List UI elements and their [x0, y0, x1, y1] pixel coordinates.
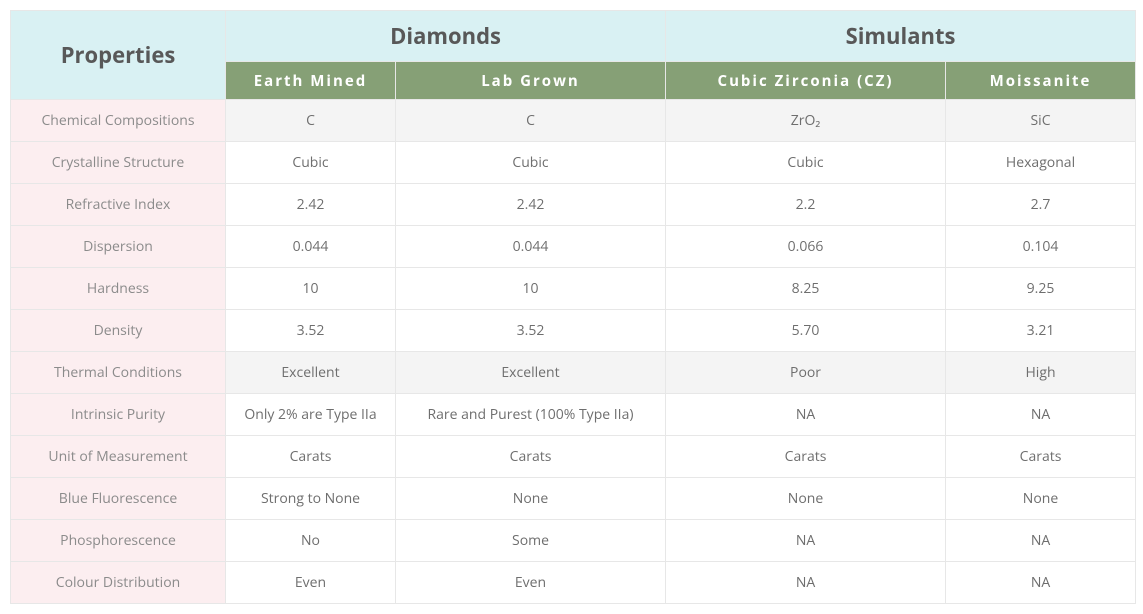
- value-cell: 0.104: [946, 226, 1136, 268]
- value-cell: NA: [666, 520, 946, 562]
- value-cell: Only 2% are Type IIa: [226, 394, 396, 436]
- value-cell: 3.52: [396, 310, 666, 352]
- table-row: Density3.523.525.703.21: [11, 310, 1136, 352]
- table-row: Colour DistributionEvenEvenNANA: [11, 562, 1136, 604]
- value-cell: Excellent: [226, 352, 396, 394]
- value-cell: None: [666, 478, 946, 520]
- table-body: Chemical CompositionsCCZrO₂SiCCrystallin…: [11, 100, 1136, 604]
- value-cell: None: [946, 478, 1136, 520]
- value-cell: 9.25: [946, 268, 1136, 310]
- value-cell: 8.25: [666, 268, 946, 310]
- value-cell: 2.2: [666, 184, 946, 226]
- property-cell: Crystalline Structure: [11, 142, 226, 184]
- value-cell: 3.21: [946, 310, 1136, 352]
- value-cell: Carats: [946, 436, 1136, 478]
- property-cell: Chemical Compositions: [11, 100, 226, 142]
- value-cell: NA: [666, 394, 946, 436]
- value-cell: C: [226, 100, 396, 142]
- value-cell: High: [946, 352, 1136, 394]
- group-header-diamonds: Diamonds: [226, 11, 666, 62]
- table-row: Intrinsic PurityOnly 2% are Type IIaRare…: [11, 394, 1136, 436]
- property-cell: Intrinsic Purity: [11, 394, 226, 436]
- value-cell: Rare and Purest (100% Type IIa): [396, 394, 666, 436]
- value-cell: NA: [666, 562, 946, 604]
- value-cell: C: [396, 100, 666, 142]
- value-cell: Poor: [666, 352, 946, 394]
- value-cell: Carats: [666, 436, 946, 478]
- table-row: Chemical CompositionsCCZrO₂SiC: [11, 100, 1136, 142]
- value-cell: 10: [396, 268, 666, 310]
- value-cell: 2.7: [946, 184, 1136, 226]
- value-cell: Carats: [226, 436, 396, 478]
- value-cell: Hexagonal: [946, 142, 1136, 184]
- value-cell: NA: [946, 520, 1136, 562]
- table-row: Hardness10108.259.25: [11, 268, 1136, 310]
- value-cell: Cubic: [226, 142, 396, 184]
- value-cell: SiC: [946, 100, 1136, 142]
- value-cell: Even: [226, 562, 396, 604]
- value-cell: 0.066: [666, 226, 946, 268]
- value-cell: 0.044: [226, 226, 396, 268]
- sub-header-earth-mined: Earth Mined: [226, 62, 396, 100]
- value-cell: Some: [396, 520, 666, 562]
- property-cell: Phosphorescence: [11, 520, 226, 562]
- property-cell: Density: [11, 310, 226, 352]
- property-cell: Thermal Conditions: [11, 352, 226, 394]
- comparison-table: Properties Diamonds Simulants Earth Mine…: [10, 10, 1136, 604]
- table-row: Blue FluorescenceStrong to NoneNoneNoneN…: [11, 478, 1136, 520]
- property-cell: Blue Fluorescence: [11, 478, 226, 520]
- value-cell: 3.52: [226, 310, 396, 352]
- value-cell: ZrO₂: [666, 100, 946, 142]
- value-cell: 0.044: [396, 226, 666, 268]
- value-cell: No: [226, 520, 396, 562]
- value-cell: Excellent: [396, 352, 666, 394]
- value-cell: 5.70: [666, 310, 946, 352]
- table-row: Unit of MeasurementCaratsCaratsCaratsCar…: [11, 436, 1136, 478]
- property-cell: Colour Distribution: [11, 562, 226, 604]
- value-cell: Cubic: [396, 142, 666, 184]
- table-corner-header: Properties: [11, 11, 226, 100]
- sub-header-moissanite: Moissanite: [946, 62, 1136, 100]
- table-row: Refractive Index2.422.422.22.7: [11, 184, 1136, 226]
- value-cell: 10: [226, 268, 396, 310]
- value-cell: Strong to None: [226, 478, 396, 520]
- table-row: Dispersion0.0440.0440.0660.104: [11, 226, 1136, 268]
- property-cell: Unit of Measurement: [11, 436, 226, 478]
- sub-header-lab-grown: Lab Grown: [396, 62, 666, 100]
- value-cell: NA: [946, 562, 1136, 604]
- value-cell: NA: [946, 394, 1136, 436]
- group-header-simulants: Simulants: [666, 11, 1136, 62]
- table-row: Thermal ConditionsExcellentExcellentPoor…: [11, 352, 1136, 394]
- property-cell: Dispersion: [11, 226, 226, 268]
- table-row: PhosphorescenceNoSomeNANA: [11, 520, 1136, 562]
- value-cell: None: [396, 478, 666, 520]
- property-cell: Hardness: [11, 268, 226, 310]
- sub-header-cz: Cubic Zirconia (CZ): [666, 62, 946, 100]
- value-cell: 2.42: [226, 184, 396, 226]
- value-cell: Even: [396, 562, 666, 604]
- table-row: Crystalline StructureCubicCubicCubicHexa…: [11, 142, 1136, 184]
- property-cell: Refractive Index: [11, 184, 226, 226]
- value-cell: Carats: [396, 436, 666, 478]
- value-cell: 2.42: [396, 184, 666, 226]
- value-cell: Cubic: [666, 142, 946, 184]
